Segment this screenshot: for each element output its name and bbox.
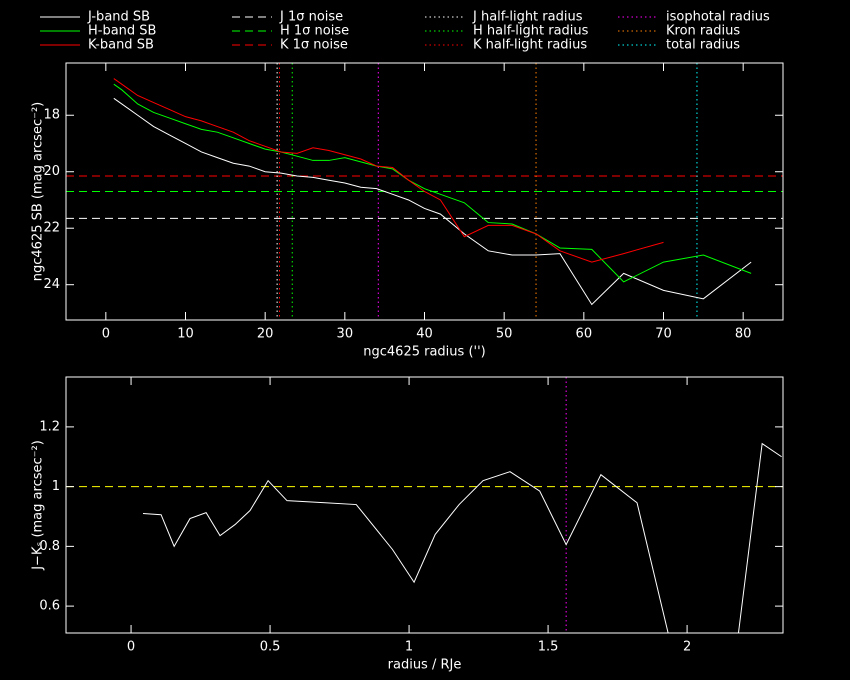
profile-line bbox=[113, 97, 752, 306]
x-axis-label: radius / RJe bbox=[388, 658, 462, 673]
profile-line bbox=[113, 78, 664, 263]
y-tick-label: 0.6 bbox=[39, 599, 60, 614]
y-tick-label: 20 bbox=[43, 164, 60, 179]
x-tick-label: 60 bbox=[576, 327, 593, 342]
y-tick-label: 0.8 bbox=[39, 539, 60, 554]
y-tick-label: 22 bbox=[43, 221, 60, 236]
y-tick-label: 18 bbox=[43, 108, 60, 123]
legend-label: J half-light radius bbox=[472, 10, 583, 25]
x-tick-label: 30 bbox=[337, 327, 354, 342]
legend-label: J-band SB bbox=[87, 10, 150, 25]
x-tick-label: 10 bbox=[177, 327, 194, 342]
x-tick-label: 0 bbox=[102, 327, 110, 342]
legend-label: H 1σ noise bbox=[280, 24, 349, 39]
legend-label: K 1σ noise bbox=[280, 38, 348, 53]
plot-area bbox=[66, 63, 783, 320]
profile-line bbox=[142, 442, 782, 633]
x-tick-label: 50 bbox=[496, 327, 513, 342]
x-tick-label: 0.5 bbox=[260, 640, 281, 655]
x-tick-label: 70 bbox=[655, 327, 672, 342]
x-tick-label: 1 bbox=[405, 640, 413, 655]
x-tick-label: 80 bbox=[735, 327, 752, 342]
plot-area bbox=[66, 377, 783, 633]
legend-label: total radius bbox=[666, 38, 740, 53]
legend-label: H half-light radius bbox=[473, 24, 589, 39]
legend-label: isophotal radius bbox=[666, 10, 770, 25]
legend-label: J 1σ noise bbox=[279, 10, 343, 25]
x-tick-label: 20 bbox=[257, 327, 274, 342]
legend-label: K half-light radius bbox=[473, 38, 587, 53]
y-tick-label: 1.2 bbox=[39, 419, 60, 434]
x-tick-label: 1.5 bbox=[538, 640, 559, 655]
y-axis-label: ngc4625 SB (mag arcsec⁻²) bbox=[31, 102, 46, 281]
profile-line bbox=[113, 83, 752, 283]
x-axis-label: ngc4625 radius ('') bbox=[363, 345, 485, 360]
legend-label: H-band SB bbox=[88, 24, 156, 39]
x-tick-label: 0 bbox=[127, 640, 135, 655]
y-axis-label: J−Kₛ (mag arcsec⁻²) bbox=[31, 440, 46, 571]
legend-label: K-band SB bbox=[88, 38, 154, 53]
y-tick-label: 24 bbox=[43, 277, 60, 292]
y-tick-label: 1 bbox=[52, 479, 60, 494]
x-tick-label: 2 bbox=[683, 640, 691, 655]
legend-label: Kron radius bbox=[666, 24, 740, 39]
x-tick-label: 40 bbox=[416, 327, 433, 342]
axes-frame bbox=[65, 376, 784, 634]
